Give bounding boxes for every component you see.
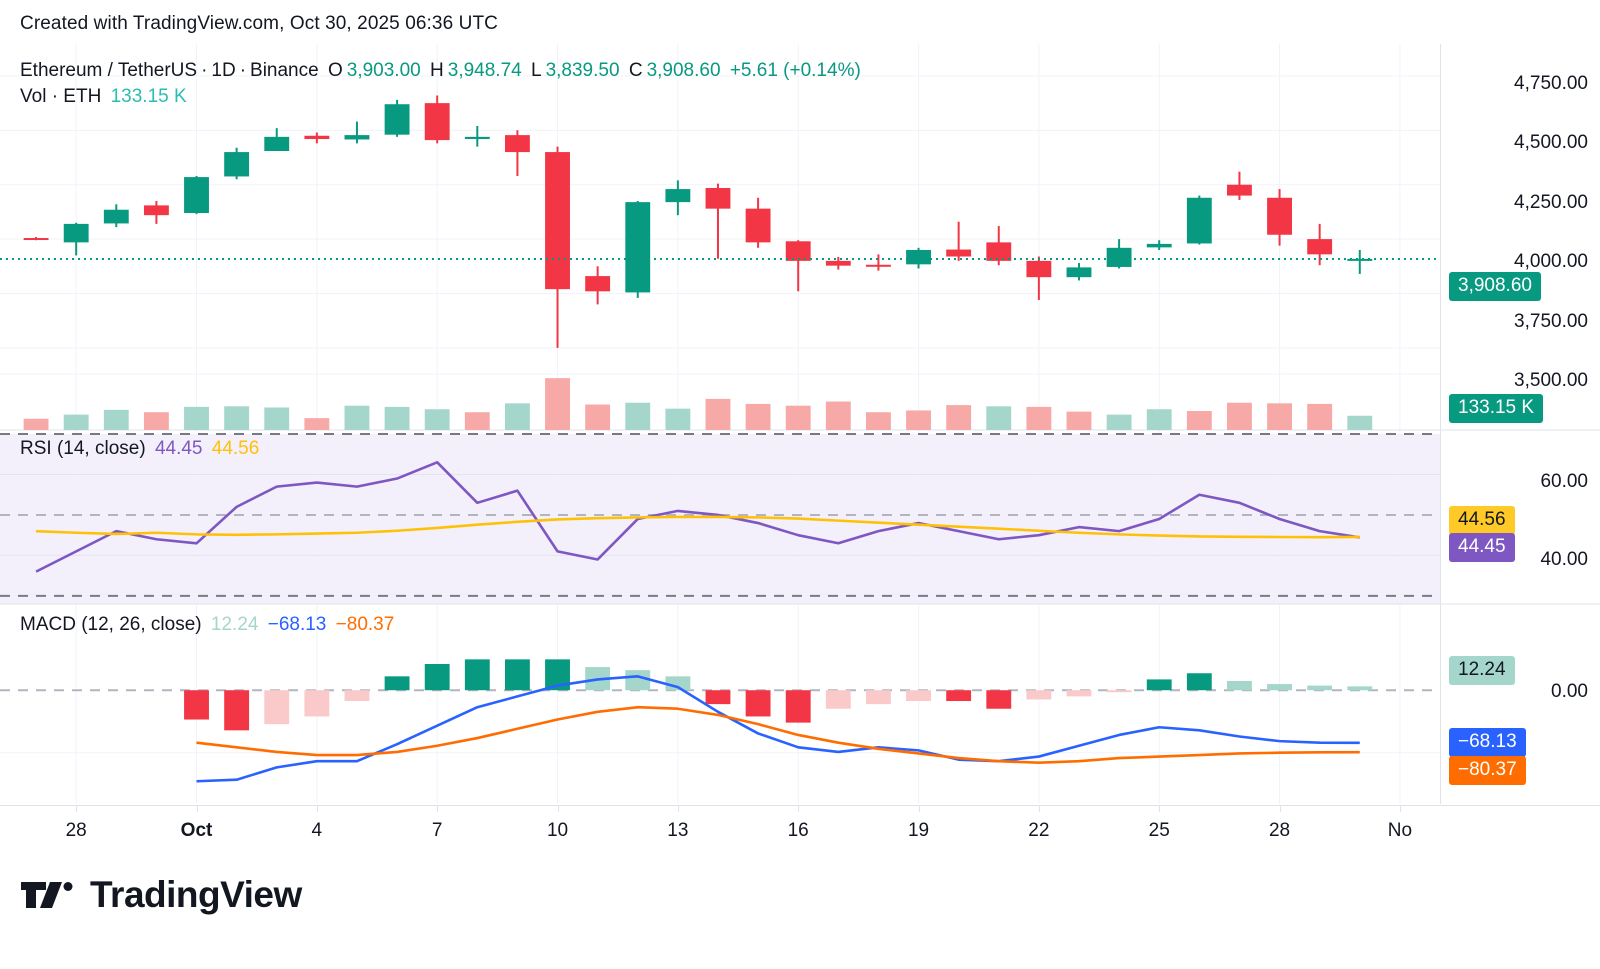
price-tick-4: 3,750.00 — [1514, 311, 1588, 332]
price-tick-5: 3,500.00 — [1514, 370, 1588, 391]
time-tick — [1159, 806, 1161, 812]
time-tick — [1399, 806, 1401, 812]
price-tick-1: 4,500.00 — [1514, 132, 1588, 153]
time-tick — [557, 806, 559, 812]
time-label-25: 25 — [1148, 820, 1170, 841]
time-label-10: 10 — [546, 820, 569, 841]
tradingview-footer: TradingView — [20, 876, 302, 913]
time-tick — [76, 806, 78, 812]
time-tick — [1279, 806, 1281, 812]
axis-divider — [1440, 44, 1441, 804]
time-tick — [1038, 806, 1040, 812]
rsi-tick-1: 40.00 — [1540, 549, 1588, 570]
price-tick-0: 4,750.00 — [1514, 73, 1588, 94]
time-tick — [798, 806, 800, 812]
time-label-16: 16 — [787, 820, 809, 841]
price-tick-3: 4,000.00 — [1514, 251, 1588, 272]
time-label-no: No — [1387, 820, 1413, 841]
time-axis[interactable]: 28 Oct 4 7 10 13 16 19 22 25 28 No — [0, 805, 1600, 855]
price-axis[interactable]: 4,750.00 4,500.00 4,250.00 4,000.00 3,75… — [1441, 44, 1600, 804]
macd-histogram-badge: 12.24 — [1449, 656, 1515, 685]
time-label-13: 13 — [667, 820, 689, 841]
time-tick — [677, 806, 679, 812]
chart-frame[interactable]: Ethereum / TetherUS · 1D · Binance O 3,903.00… — [0, 44, 1600, 804]
rsi-tick-0: 60.00 — [1540, 471, 1588, 492]
time-tick — [316, 806, 318, 812]
time-tick — [196, 806, 198, 812]
time-label-28: 28 — [65, 820, 87, 841]
rsi-badge: 44.45 — [1449, 533, 1515, 562]
chart-canvas[interactable] — [0, 44, 1600, 804]
time-tick — [437, 806, 439, 812]
time-label-28: 28 — [1268, 820, 1291, 841]
rsi-ma-badge: 44.56 — [1449, 506, 1515, 535]
macd-line-badge: −68.13 — [1449, 728, 1526, 757]
time-label-19: 19 — [907, 820, 930, 841]
time-label-4: 4 — [311, 820, 323, 841]
price-tick-2: 4,250.00 — [1514, 192, 1588, 213]
macd-tick-zero: 0.00 — [1551, 681, 1588, 702]
time-label-7: 7 — [431, 820, 443, 841]
volume-badge: 133.15 K — [1449, 394, 1544, 423]
tradingview-wordmark: TradingView — [90, 874, 302, 915]
tradingview-logo-icon — [21, 881, 73, 908]
time-label-oct: Oct — [180, 820, 213, 841]
attribution-text: Created with TradingView.com, Oct 30, 20… — [20, 13, 498, 34]
last-price-badge: 3,908.60 — [1449, 272, 1541, 301]
time-label-22: 22 — [1028, 820, 1050, 841]
macd-signal-badge: −80.37 — [1449, 756, 1526, 785]
time-tick — [918, 806, 920, 812]
